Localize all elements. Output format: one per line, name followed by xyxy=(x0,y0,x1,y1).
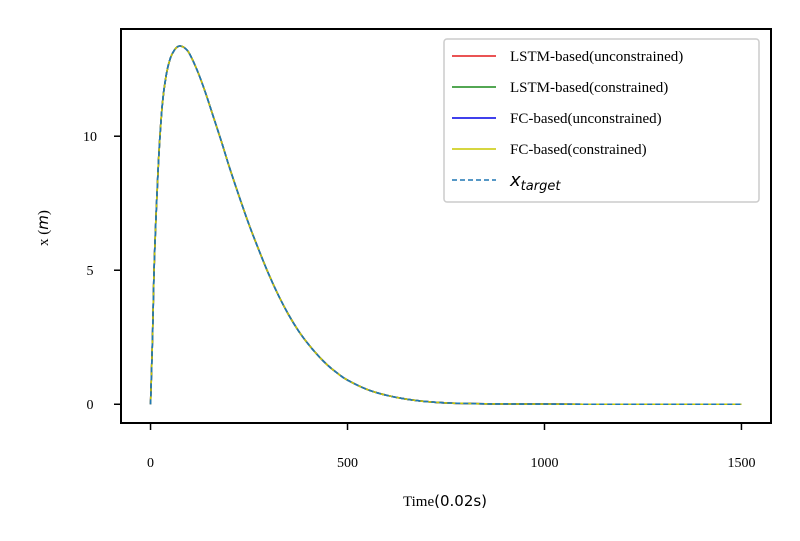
x-tick-label: 0 xyxy=(147,456,154,471)
x-axis-label-text: Time xyxy=(403,494,434,510)
y-axis-label-open-paren: ( xyxy=(36,230,52,239)
y-tick-label: 10 xyxy=(83,130,97,145)
y-axis-label-unit: m xyxy=(34,215,52,230)
x-axis-label-unit: (0.02s) xyxy=(434,492,487,510)
y-tick-label: 0 xyxy=(87,398,94,413)
ticks-layer: 0 500 1000 1500 0 5 10 xyxy=(83,130,755,471)
series-layer xyxy=(149,45,742,406)
series-line-5 xyxy=(149,45,742,406)
y-axis-label-text: x xyxy=(36,238,52,246)
x-tick-label: 500 xyxy=(337,456,358,471)
legend-box xyxy=(443,38,760,203)
y-axis-label-close-paren: ) xyxy=(36,210,52,215)
x-tick-label: 1000 xyxy=(530,456,558,471)
legend-label: FC-based(unconstrained) xyxy=(510,111,662,127)
legend: LSTM-based(unconstrained) LSTM-based(cons… xyxy=(443,38,760,203)
legend-label: FC-based(constrained) xyxy=(510,142,647,158)
x-axis-label: Time(0.02s) xyxy=(403,492,487,510)
legend-label: xtarget xyxy=(509,170,561,194)
legend-label: LSTM-based(constrained) xyxy=(510,80,668,96)
x-tick-label: 1500 xyxy=(727,456,755,471)
legend-items: LSTM-based(unconstrained) LSTM-based(cons… xyxy=(452,49,683,194)
y-axis-label: x (m) xyxy=(34,210,52,246)
legend-label: LSTM-based(unconstrained) xyxy=(510,49,683,65)
y-tick-label: 5 xyxy=(87,264,94,279)
plot-frame xyxy=(120,28,772,424)
